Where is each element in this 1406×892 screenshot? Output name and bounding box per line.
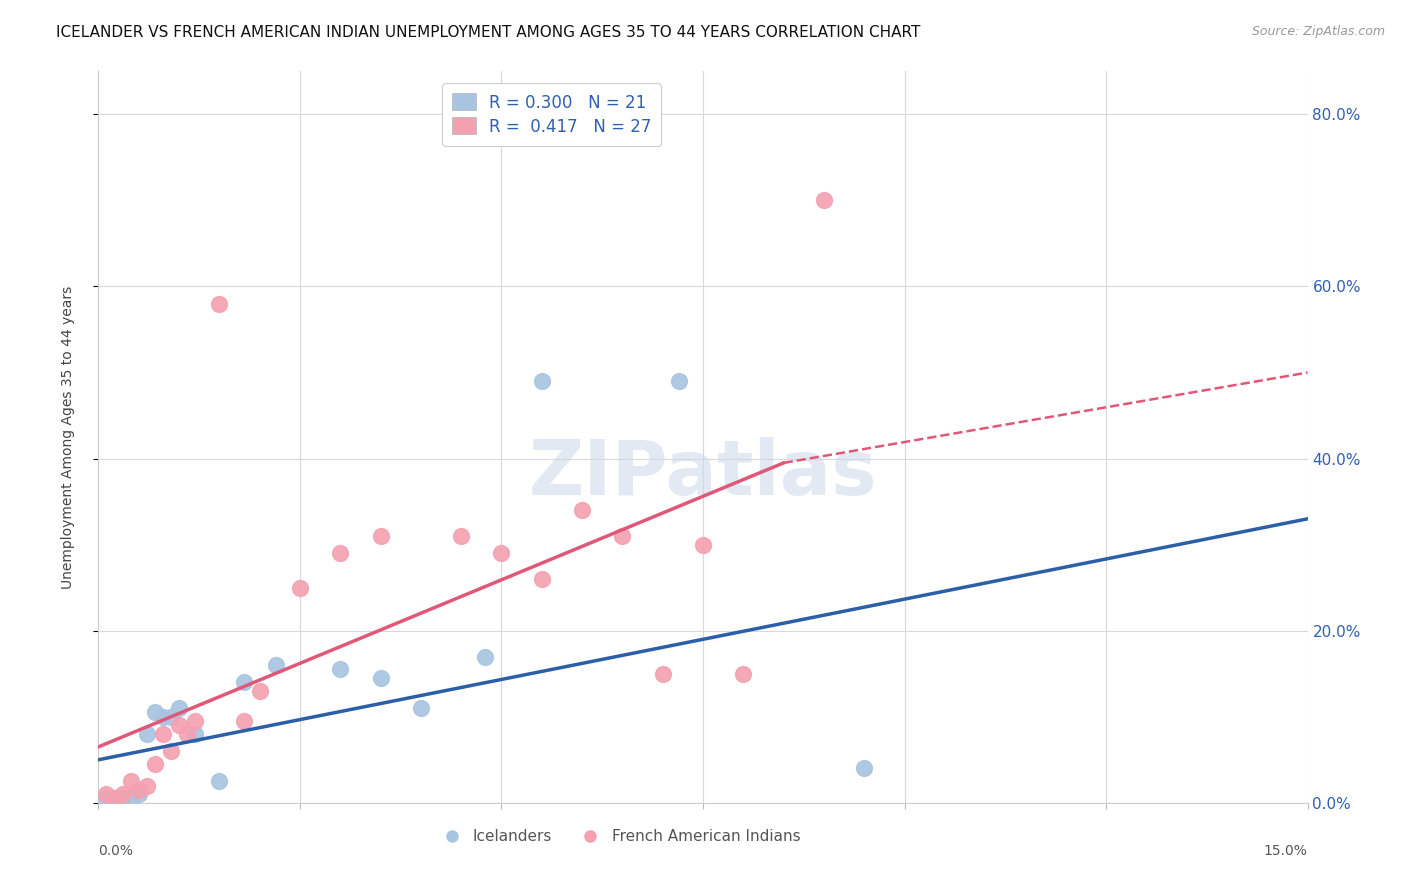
- Point: [249, 684, 271, 698]
- Point: [813, 194, 835, 208]
- Point: [167, 701, 190, 715]
- Point: [103, 791, 125, 805]
- Y-axis label: Unemployment Among Ages 35 to 44 years: Unemployment Among Ages 35 to 44 years: [60, 285, 75, 589]
- Point: [571, 503, 593, 517]
- Point: [530, 374, 553, 388]
- Point: [120, 791, 142, 805]
- Point: [329, 546, 352, 560]
- Point: [184, 714, 207, 728]
- Point: [208, 296, 231, 310]
- Point: [853, 761, 876, 775]
- Point: [530, 572, 553, 586]
- Point: [370, 671, 392, 685]
- Point: [103, 791, 125, 805]
- Point: [111, 787, 134, 801]
- Point: [370, 529, 392, 543]
- Point: [96, 787, 118, 801]
- Legend: Icelanders, French American Indians: Icelanders, French American Indians: [430, 822, 807, 850]
- Point: [120, 774, 142, 789]
- Point: [128, 783, 150, 797]
- Point: [232, 714, 254, 728]
- Point: [264, 658, 287, 673]
- Point: [160, 744, 183, 758]
- Point: [692, 538, 714, 552]
- Point: [176, 727, 198, 741]
- Point: [450, 529, 472, 543]
- Point: [143, 757, 166, 772]
- Point: [409, 701, 432, 715]
- Point: [491, 546, 513, 560]
- Text: Source: ZipAtlas.com: Source: ZipAtlas.com: [1251, 25, 1385, 38]
- Text: 15.0%: 15.0%: [1264, 845, 1308, 858]
- Point: [152, 710, 174, 724]
- Point: [733, 666, 755, 681]
- Point: [208, 774, 231, 789]
- Point: [184, 727, 207, 741]
- Point: [96, 791, 118, 805]
- Point: [668, 374, 690, 388]
- Point: [143, 706, 166, 720]
- Point: [651, 666, 673, 681]
- Point: [152, 727, 174, 741]
- Point: [474, 649, 496, 664]
- Text: ZIPatlas: ZIPatlas: [529, 437, 877, 510]
- Point: [160, 710, 183, 724]
- Point: [288, 581, 311, 595]
- Point: [135, 727, 157, 741]
- Point: [111, 791, 134, 805]
- Text: 0.0%: 0.0%: [98, 845, 134, 858]
- Point: [232, 675, 254, 690]
- Text: ICELANDER VS FRENCH AMERICAN INDIAN UNEMPLOYMENT AMONG AGES 35 TO 44 YEARS CORRE: ICELANDER VS FRENCH AMERICAN INDIAN UNEM…: [56, 25, 921, 40]
- Point: [612, 529, 634, 543]
- Point: [329, 662, 352, 676]
- Point: [167, 718, 190, 732]
- Point: [135, 779, 157, 793]
- Point: [128, 787, 150, 801]
